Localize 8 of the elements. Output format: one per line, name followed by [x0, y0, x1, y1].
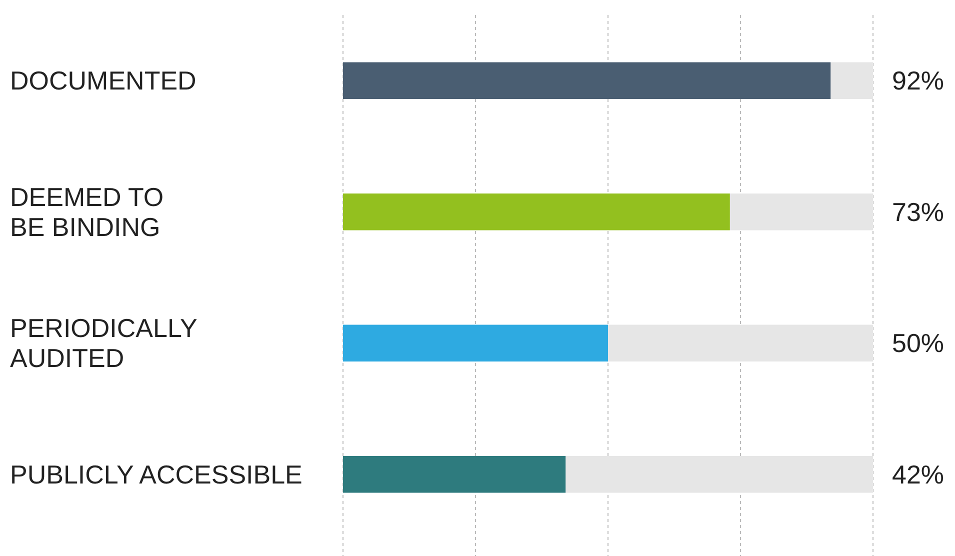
y-tick-label: PERIODICALLY AUDITED: [10, 313, 198, 374]
data-label: 73%: [892, 196, 944, 227]
y-tick-label: DOCUMENTED: [10, 66, 196, 96]
data-label: 50%: [892, 328, 944, 358]
data-label: 42%: [892, 459, 944, 490]
y-tick-label: PUBLICLY ACCESSIBLE: [10, 459, 302, 490]
data-label: 92%: [892, 66, 944, 96]
y-tick-label: DEEMED TO BE BINDING: [10, 182, 164, 242]
